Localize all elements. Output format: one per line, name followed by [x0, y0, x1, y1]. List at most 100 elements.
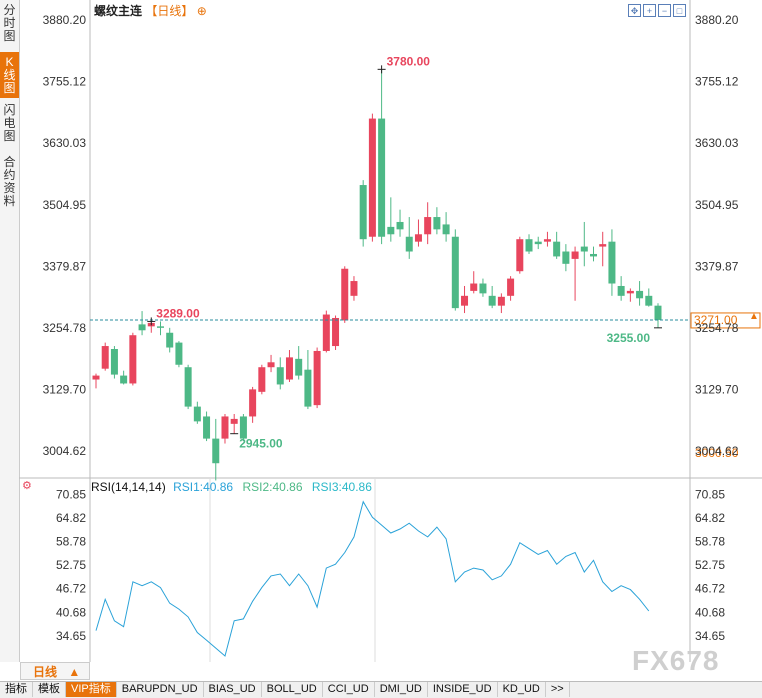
candle-body — [239, 416, 247, 439]
indicator-tab[interactable]: CCI_UD — [323, 682, 375, 697]
candle-body — [451, 236, 459, 309]
high-price-annotation: 3780.00 — [387, 54, 431, 68]
period-selector[interactable]: 日线 ▲ — [20, 662, 90, 680]
candle-body — [184, 367, 192, 407]
chart-frame — [19, 0, 762, 662]
candle-body — [166, 332, 174, 348]
candle-body — [156, 326, 164, 328]
watermark-logo: FX678 — [632, 645, 720, 676]
candle-body — [562, 251, 570, 264]
price-arrow-icon: ▲ — [749, 311, 759, 322]
rsi-tick-left: 70.85 — [56, 487, 86, 501]
price-tick-right: 3755.12 — [695, 75, 739, 89]
rsi-title: RSI(14,14,14) — [91, 480, 166, 494]
candle-body — [626, 290, 634, 294]
indicator-tab[interactable]: 模板 — [33, 682, 66, 697]
candle-body — [341, 268, 349, 321]
price-tick-right: 3379.87 — [695, 259, 739, 273]
candle-body — [387, 226, 395, 235]
candle-body — [424, 217, 432, 235]
indicator-tab[interactable]: VIP指标 — [66, 682, 117, 697]
candle-body — [608, 241, 616, 284]
plus-circle-icon[interactable]: ⊕ — [196, 4, 207, 18]
tab-timeshare[interactable]: 分时图 — [0, 0, 19, 50]
candle-body — [110, 348, 118, 375]
candle-body — [368, 118, 376, 237]
candle-body — [175, 342, 183, 365]
candle-body — [230, 418, 238, 424]
tab-flash-label: 闪电图 — [3, 103, 16, 143]
candle-body — [590, 253, 598, 257]
current-price-tag: 3271.00 — [694, 313, 738, 327]
candle-body — [359, 185, 367, 240]
rsi-tick-left: 46.72 — [56, 582, 86, 596]
axes-labels: 3880.20 3880.20 3755.12 3755.12 3630.03 3630.… — [43, 13, 739, 643]
candle-body — [543, 239, 551, 242]
indicator-tab[interactable]: DMI_UD — [375, 682, 428, 697]
kline-chart[interactable]: 3271.00 ▲ 3000.50 3289.00 3780.00 2945.00 3255… — [0, 0, 762, 662]
candle-body — [414, 234, 422, 242]
rsi-tick-right: 58.78 — [695, 535, 725, 549]
period-label: 日线 — [33, 665, 58, 679]
candle-body — [138, 324, 146, 331]
candle-body — [101, 346, 109, 369]
candle-body — [322, 314, 330, 351]
candle-body — [267, 362, 275, 368]
chart-title-row: 螺纹主连 【日线】 ⊕ — [94, 2, 207, 19]
indicator-tab[interactable]: 指标 — [0, 682, 33, 697]
indicator-tab[interactable]: BARUPDN_UD — [117, 682, 204, 697]
candle-body — [221, 416, 229, 439]
tab-kline[interactable]: K线图 — [0, 52, 19, 98]
candle-body — [304, 369, 312, 407]
price-tick-right: 3504.95 — [695, 198, 739, 212]
price-tick-left: 3254.78 — [43, 321, 87, 335]
indicator-toolbar: 指标 模板 VIP指标 BARUPDN_UD BIAS_UD BOLL_UD CCI_UD D… — [0, 681, 762, 698]
tab-contract-info[interactable]: 合约资料 — [0, 152, 19, 214]
fullscreen-icon[interactable]: □ — [673, 4, 686, 17]
rsi-tick-right: 52.75 — [695, 558, 725, 572]
candle-body — [571, 251, 579, 259]
high-price-annotation: 3289.00 — [156, 306, 200, 320]
candle-body — [617, 285, 625, 296]
candle-body — [580, 246, 588, 252]
candle-body — [313, 350, 321, 406]
price-tick-right: 3880.20 — [695, 13, 739, 27]
price-tick-right: 3129.70 — [695, 383, 739, 397]
candle-body — [553, 241, 561, 257]
candle-body — [645, 295, 653, 306]
candle-body — [405, 236, 413, 252]
candle-body — [461, 295, 469, 306]
tab-timeshare-label: 分时图 — [3, 3, 16, 43]
indicator-tab[interactable]: BOLL_UD — [262, 682, 323, 697]
tab-contract-info-label: 合约资料 — [3, 155, 16, 208]
indicator-tab[interactable]: >> — [546, 682, 570, 697]
tab-flash[interactable]: 闪电图 — [0, 100, 19, 150]
hover-price-label: 3000.50 — [695, 446, 739, 460]
rsi-tick-right: 40.68 — [695, 605, 725, 619]
candle-body — [92, 375, 100, 380]
price-tick-left: 3379.87 — [43, 259, 87, 273]
rsi-tick-right: 64.82 — [695, 511, 725, 525]
candle-body — [442, 224, 450, 235]
crosshair-icon[interactable]: ✥ — [628, 4, 641, 17]
price-tick-left: 3504.95 — [43, 198, 87, 212]
indicator-tab[interactable]: KD_UD — [498, 682, 546, 697]
zoom-in-icon[interactable]: + — [643, 4, 656, 17]
tab-kline-label: K线图 — [3, 55, 16, 95]
price-tick-left: 3630.03 — [43, 136, 87, 150]
left-sidebar: 分时图 K线图 闪电图 合约资料 — [0, 0, 20, 662]
zoom-out-icon[interactable]: − — [658, 4, 671, 17]
indicator-tab[interactable]: INSIDE_UD — [428, 682, 498, 697]
rsi3-label: RSI3:40.86 — [311, 480, 372, 494]
rsi-tick-left: 52.75 — [56, 558, 86, 572]
rsi-settings-icon: ⚙ — [22, 480, 32, 492]
candle-body — [396, 221, 404, 230]
price-tick-left: 3755.12 — [43, 75, 87, 89]
rsi-tick-left: 34.65 — [56, 629, 86, 643]
price-tick-right: 3254.78 — [695, 321, 739, 335]
indicator-tab[interactable]: BIAS_UD — [204, 682, 262, 697]
period-tag: 【日线】 — [145, 4, 194, 18]
rsi-line — [95, 500, 650, 657]
candle-body — [636, 290, 644, 299]
rsi2-label: RSI2:40.86 — [242, 480, 303, 494]
